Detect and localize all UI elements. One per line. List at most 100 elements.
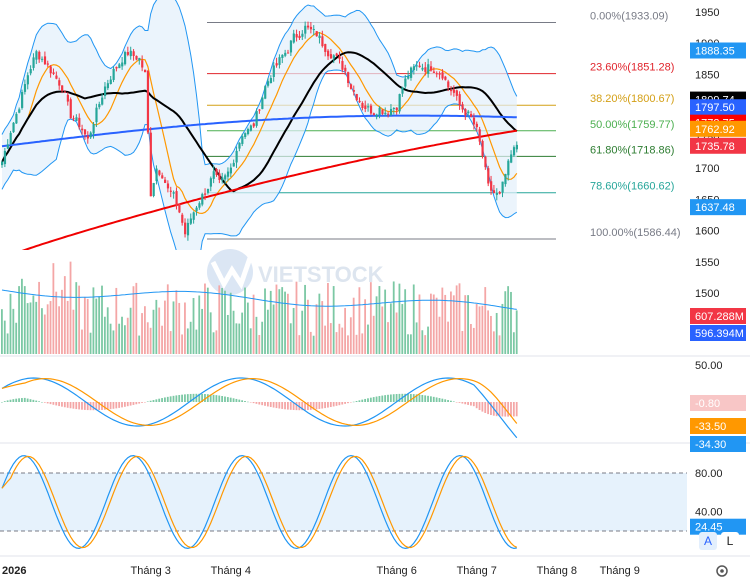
volume-bar [490, 315, 492, 354]
macd-histogram-bar [204, 394, 206, 402]
candle [381, 109, 384, 116]
candle [492, 184, 496, 194]
macd-histogram-bar [264, 402, 266, 406]
macd-histogram-bar [215, 395, 218, 402]
month-tick-5: Tháng 9 [600, 565, 640, 577]
scale-button-a[interactable]: A [699, 532, 717, 550]
candle [278, 54, 281, 69]
volume-bar [401, 304, 404, 354]
volume-bar [498, 335, 501, 354]
price-tag: 1888.35 [690, 42, 746, 59]
svg-text:-0.80: -0.80 [695, 398, 720, 410]
macd-histogram-bar [75, 402, 78, 410]
macd-histogram-bar [9, 399, 12, 402]
volume-bar [178, 302, 181, 354]
volume-bar [492, 331, 495, 354]
volume-bar [103, 316, 106, 354]
candle [501, 181, 504, 198]
macd-histogram-bar [510, 402, 512, 417]
macd-histogram-bar [307, 402, 309, 411]
volume-bar [52, 263, 55, 354]
volume-bar [301, 310, 304, 354]
macd-histogram-bar [435, 397, 438, 402]
macd-histogram-bar [35, 400, 38, 402]
macd-histogram-bar [287, 402, 289, 410]
macd-histogram-bar [32, 399, 35, 402]
stochastic-tag: 24.45 [690, 518, 746, 535]
volume-bar [412, 284, 415, 354]
volume-bar [378, 286, 381, 354]
volume-bar [427, 326, 429, 354]
volume-bar [447, 321, 449, 354]
macd-histogram-bar [23, 397, 26, 402]
macd-histogram-bar [141, 402, 143, 403]
macd-histogram-bar [424, 395, 427, 402]
volume-bar [464, 295, 467, 354]
candle [307, 21, 310, 30]
macd-histogram-bar [281, 402, 284, 409]
macd-histogram-bar [464, 402, 467, 405]
macd-histogram-bar [438, 398, 441, 402]
gear-icon[interactable] [716, 565, 728, 577]
candle [66, 92, 69, 106]
macd-histogram-bar [195, 393, 198, 402]
volume-bar [152, 309, 155, 354]
volume-bar [238, 323, 241, 354]
macd-histogram-bar [178, 394, 181, 402]
candle [512, 145, 516, 157]
candle [178, 203, 181, 214]
candle [355, 93, 358, 102]
svg-text:1797.50: 1797.50 [695, 102, 735, 114]
volume-bar [158, 307, 161, 354]
macd-histogram-bar [86, 402, 89, 411]
volume-bar [438, 316, 441, 354]
volume-bar [452, 295, 455, 354]
macd-histogram-bar [512, 402, 515, 417]
macd-histogram-bar [450, 400, 452, 402]
candle [275, 57, 278, 68]
stochastic-k-line [1, 454, 517, 550]
volume-bar [9, 293, 12, 354]
volume-bar [66, 300, 69, 354]
candle [312, 25, 315, 36]
stochastic-d-line [1, 455, 518, 549]
scale-button-l[interactable]: L [721, 532, 739, 550]
candle [132, 49, 135, 61]
candle [287, 49, 290, 54]
candle [450, 85, 453, 96]
volume-bar [201, 308, 203, 354]
volume-bar [141, 313, 143, 354]
volume-bar [38, 281, 40, 354]
bollinger-fill [2, 0, 517, 250]
candle [244, 132, 247, 140]
macd-histogram-bar [98, 402, 101, 411]
volume-bar [189, 321, 192, 354]
candle [475, 121, 478, 132]
volume-bar [281, 287, 284, 354]
candle [444, 75, 447, 81]
candle [58, 77, 61, 90]
macd-histogram-bar [312, 402, 315, 410]
macd-histogram-bar [69, 402, 72, 409]
candle [226, 167, 230, 182]
macd-histogram-bar [349, 402, 352, 403]
candle [261, 96, 264, 110]
candle [438, 71, 441, 80]
candle [129, 46, 132, 60]
candle [369, 103, 373, 116]
volume-bar [232, 310, 235, 354]
candle [29, 65, 32, 76]
candle [430, 61, 433, 72]
candle [166, 180, 170, 193]
candle [389, 104, 393, 117]
volume-bar [304, 284, 306, 354]
volume-bar [321, 301, 324, 354]
candle [364, 100, 367, 113]
volume-bar [12, 308, 15, 354]
macd-histogram-bar [184, 394, 186, 402]
volume-bar [344, 307, 346, 354]
svg-text:1888.35: 1888.35 [695, 45, 735, 57]
